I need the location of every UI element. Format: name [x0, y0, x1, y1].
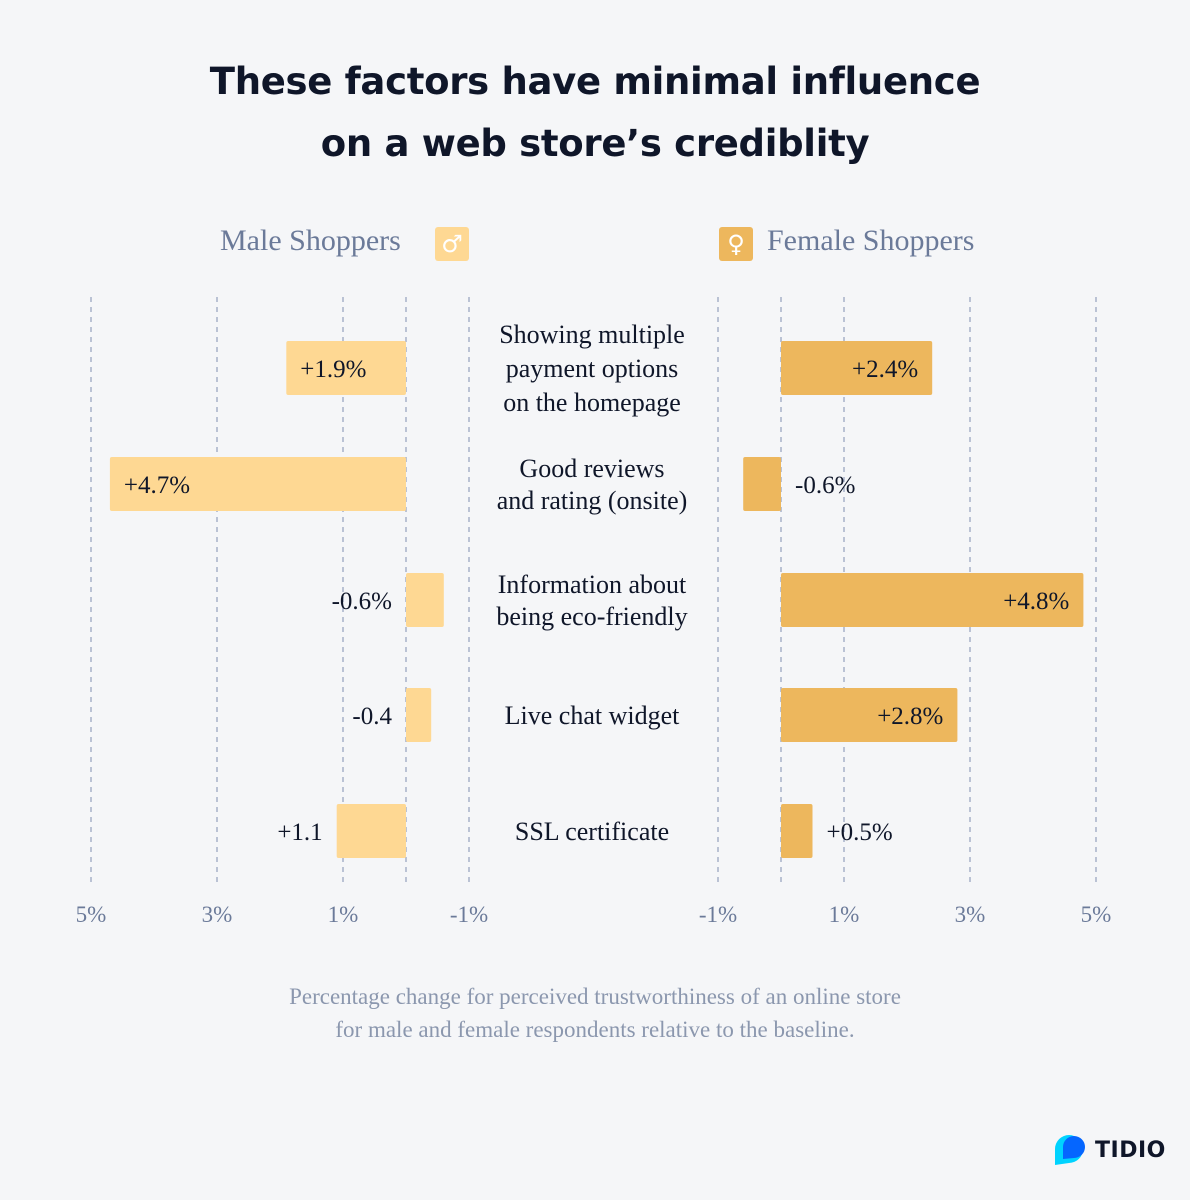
male-bar: [406, 573, 444, 627]
female-tick-label: 5%: [1081, 902, 1112, 927]
male-bar: [286, 341, 406, 395]
female-data-label: +0.5%: [827, 819, 893, 846]
female-symbol-icon: ♀: [719, 227, 753, 261]
category-label: SSL certificate: [515, 817, 669, 846]
chart-title-line-1: These factors have minimal influence: [209, 60, 981, 103]
female-tick-label: 1%: [829, 902, 860, 927]
category-label: Information about: [498, 570, 687, 599]
male-symbol-icon: ♂: [435, 227, 469, 261]
category-label: payment options: [506, 354, 679, 383]
female-bar: [781, 341, 933, 395]
male-bar: [336, 804, 406, 858]
male-data-label: +1.1: [277, 819, 322, 846]
butterfly-bar-chart: 5% 3% 1% -1% -1% 1% 3% 5% Showing multiple paymen…: [76, 297, 1112, 927]
female-bar: [781, 688, 958, 742]
tidio-logo-icon: [1055, 1135, 1085, 1165]
caption-line-1: Percentage change for perceived trustwor…: [289, 984, 901, 1009]
male-data-label: +4.7%: [124, 472, 190, 499]
male-data-label: -0.6%: [332, 588, 392, 615]
chart-title-line-2: on a web store’s crediblity: [320, 122, 870, 165]
legend-male-label: Male Shoppers: [220, 224, 401, 257]
female-data-label: -0.6%: [795, 472, 855, 499]
female-data-label: +2.4%: [852, 356, 918, 383]
tidio-logo: TIDIO: [1053, 1133, 1166, 1167]
male-tick-label: 1%: [328, 902, 359, 927]
female-tick-label: 3%: [955, 902, 986, 927]
male-tick-label: 5%: [76, 902, 107, 927]
male-bar: [406, 688, 432, 742]
male-tick-label: -1%: [450, 902, 488, 927]
category-label: Showing multiple: [499, 320, 685, 349]
brand-name: TIDIO: [1095, 1137, 1166, 1163]
female-data-label: +4.8%: [1003, 588, 1069, 615]
female-data-label: +2.8%: [877, 703, 943, 730]
category-label: on the homepage: [503, 388, 681, 417]
category-label: being eco-friendly: [496, 602, 687, 631]
female-bar: [781, 804, 813, 858]
male-data-label: +1.9%: [300, 356, 366, 383]
male-tick-label: 3%: [202, 902, 233, 927]
category-label: Live chat widget: [505, 701, 680, 730]
category-label: Good reviews: [519, 454, 664, 483]
male-bar: [109, 457, 407, 511]
female-bar: [781, 573, 1084, 627]
category-label: and rating (onsite): [497, 486, 688, 515]
legend-female-label: Female Shoppers: [767, 224, 975, 257]
female-tick-label: -1%: [699, 902, 737, 927]
female-bar: [743, 457, 781, 511]
male-data-label: -0.4: [352, 703, 392, 730]
caption-line-2: for male and female respondents relative…: [335, 1017, 855, 1042]
